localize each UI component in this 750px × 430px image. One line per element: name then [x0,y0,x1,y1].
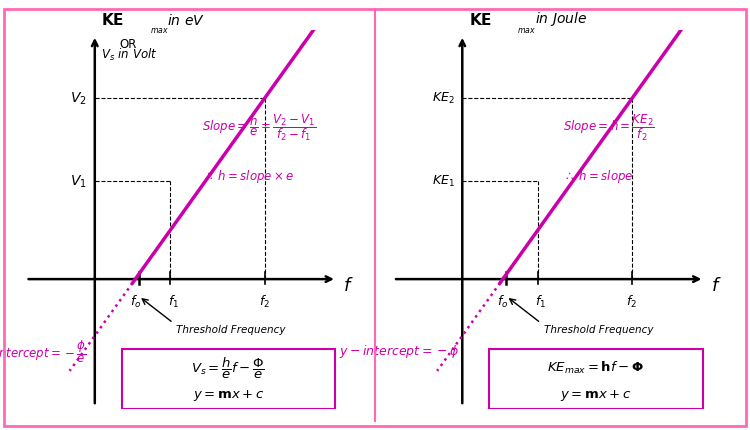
FancyBboxPatch shape [122,349,335,408]
Text: $V_1$: $V_1$ [70,173,87,190]
Text: $f_o$: $f_o$ [497,294,508,310]
Text: $_{max}$: $_{max}$ [518,26,536,36]
Text: $\therefore\ h = slope$: $\therefore\ h = slope$ [562,168,633,185]
Text: $V_s\ \it{in\ Volt}$: $V_s\ \it{in\ Volt}$ [101,47,158,63]
Text: $f_2$: $f_2$ [259,294,270,310]
Text: Threshold Frequency: Threshold Frequency [176,326,286,335]
Text: OR: OR [119,38,136,51]
FancyBboxPatch shape [489,349,703,408]
Text: $y\!-\!intercept = -\dfrac{\phi}{e}$: $y\!-\!intercept = -\dfrac{\phi}{e}$ [0,338,87,365]
Text: $\mathbf{KE}$: $\mathbf{KE}$ [101,12,124,28]
Text: $f_1$: $f_1$ [536,294,547,310]
Text: $KE_2$: $KE_2$ [432,91,454,106]
Text: $f$: $f$ [710,277,722,295]
Text: $Slope = h = \dfrac{KE_2}{f_2}$: $Slope = h = \dfrac{KE_2}{f_2}$ [562,112,655,143]
Text: $f_o$: $f_o$ [130,294,141,310]
Text: $\therefore\ h = slope \times e$: $\therefore\ h = slope \times e$ [202,168,294,185]
Text: $\it{in\ Joule}$: $\it{in\ Joule}$ [535,9,587,28]
Text: $KE_1$: $KE_1$ [431,174,454,189]
Text: $\it{in\ eV}$: $\it{in\ eV}$ [167,12,205,28]
Text: $y = \mathbf{m}x + c$: $y = \mathbf{m}x + c$ [560,388,632,403]
Text: $Slope = \dfrac{h}{e} = \dfrac{V_2-V_1}{f_2-f_1}$: $Slope = \dfrac{h}{e} = \dfrac{V_2-V_1}{… [202,112,316,143]
Text: $\mathbf{KE}$: $\mathbf{KE}$ [469,12,492,28]
Text: $f_1$: $f_1$ [168,294,179,310]
Text: $V_s = \dfrac{h}{e}f - \dfrac{\Phi}{e}$: $V_s = \dfrac{h}{e}f - \dfrac{\Phi}{e}$ [191,356,266,381]
Text: $KE_{max} = \mathbf{h}f - \mathbf{\Phi}$: $KE_{max} = \mathbf{h}f - \mathbf{\Phi}$ [548,360,644,376]
Text: $f$: $f$ [343,277,354,295]
Text: $y = \mathbf{m}x + c$: $y = \mathbf{m}x + c$ [193,388,264,403]
Text: $y - intercept = -\phi$: $y - intercept = -\phi$ [339,344,460,360]
Text: Threshold Frequency: Threshold Frequency [544,326,653,335]
Text: $_{max}$: $_{max}$ [150,26,169,36]
Text: $f_2$: $f_2$ [626,294,638,310]
Text: $V_2$: $V_2$ [70,90,87,107]
